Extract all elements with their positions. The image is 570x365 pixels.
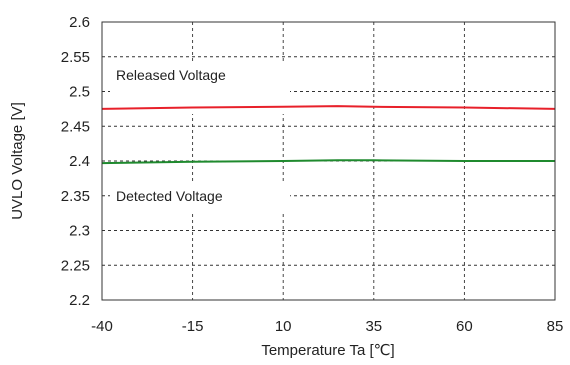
y-tick-label: 2.55 — [61, 49, 90, 66]
x-axis-label: Temperature Ta [℃] — [261, 342, 394, 359]
x-tick-labels: -40 -15 10 35 60 85 — [91, 318, 563, 335]
x-tick-label: -40 — [91, 318, 113, 335]
y-axis-label: UVLO Voltage [V] — [9, 102, 26, 220]
y-tick-labels: 2.2 2.25 2.3 2.35 2.4 2.45 2.5 2.55 2.6 — [61, 14, 90, 309]
y-tick-label: 2.4 — [69, 153, 90, 170]
y-tick-label: 2.2 — [69, 292, 90, 309]
y-tick-label: 2.6 — [69, 14, 90, 31]
annotation-released-voltage: Released Voltage — [116, 67, 226, 83]
y-tick-label: 2.45 — [61, 118, 90, 135]
plot-frame — [101, 21, 556, 301]
annotation-detected-voltage: Detected Voltage — [116, 188, 223, 204]
annotation-bg-detected — [110, 182, 290, 212]
x-tick-label: 85 — [547, 318, 564, 335]
x-tick-label: 10 — [275, 318, 292, 335]
x-tick-label: 60 — [456, 318, 473, 335]
series-line-0 — [101, 105, 556, 110]
y-tick-label: 2.25 — [61, 257, 90, 274]
x-tick-label: 35 — [365, 318, 382, 335]
annotation-bg-released — [110, 62, 290, 114]
annotations: Released Voltage Detected Voltage — [110, 62, 290, 212]
y-tick-label: 2.3 — [69, 223, 90, 240]
y-tick-label: 2.5 — [69, 84, 90, 101]
x-tick-label: -15 — [182, 318, 204, 335]
series-line-1 — [101, 159, 555, 165]
series-lines — [101, 105, 556, 165]
y-tick-label: 2.35 — [61, 188, 90, 205]
